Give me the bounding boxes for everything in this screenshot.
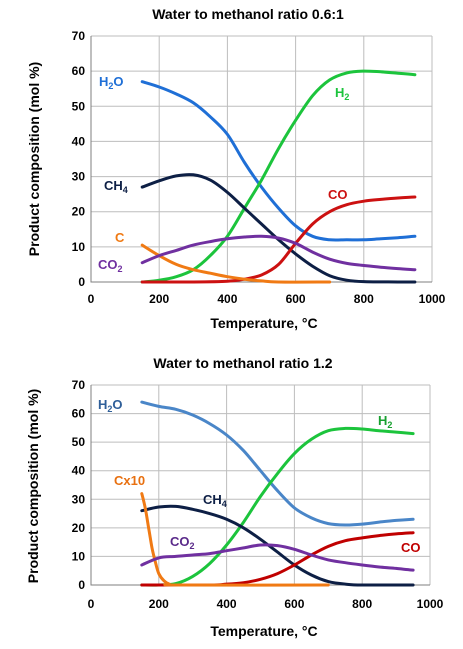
chart-1-xlabel: Temperature, °C bbox=[210, 315, 317, 331]
y-tick-label: 20 bbox=[72, 521, 86, 535]
y-tick-label: 50 bbox=[72, 99, 86, 113]
y-tick-label: 40 bbox=[72, 464, 86, 478]
y-tick-label: 60 bbox=[72, 64, 86, 78]
series-line-co bbox=[140, 195, 417, 284]
y-tick-label: 0 bbox=[78, 275, 85, 289]
chart-2-label-ch4: CH4 bbox=[203, 492, 227, 509]
y-tick-label: 60 bbox=[72, 407, 86, 421]
y-tick-label: 40 bbox=[72, 134, 86, 148]
series-line-co2 bbox=[140, 543, 415, 572]
chart-1-title: Water to methanol ratio 0.6:1 bbox=[152, 6, 344, 22]
chart-1-label-co2: CO2 bbox=[98, 257, 123, 274]
x-tick-label: 800 bbox=[354, 292, 374, 306]
x-tick-label: 600 bbox=[284, 597, 304, 611]
chart-2-series-labels: H2O H2 CH4 CO Cx10 CO2 bbox=[98, 397, 421, 555]
series-line-h2o bbox=[140, 80, 417, 242]
chart-2-ylabel: Product composition (mol %) bbox=[25, 389, 41, 583]
chart-2-label-co2: CO2 bbox=[170, 534, 195, 551]
chart-2-title: Water to methanol ratio 1.2 bbox=[153, 355, 332, 371]
y-tick-label: 10 bbox=[72, 549, 86, 563]
chart-1-ylabel: Product composition (mol %) bbox=[26, 62, 42, 256]
chart-2-xlabel: Temperature, °C bbox=[210, 623, 317, 639]
x-tick-label: 400 bbox=[217, 292, 237, 306]
x-tick-label: 1000 bbox=[419, 292, 446, 306]
x-tick-label: 200 bbox=[149, 292, 169, 306]
series-line-h2 bbox=[140, 426, 415, 587]
chart-2-tick-labels: 0 10 20 30 40 50 60 70 0 200 400 600 800 1000 bbox=[72, 378, 444, 611]
chart-1-label-c: C bbox=[115, 230, 125, 245]
y-tick-label: 0 bbox=[78, 578, 85, 592]
y-tick-label: 30 bbox=[72, 170, 86, 184]
series-line-h2 bbox=[140, 69, 417, 284]
series-line-c bbox=[140, 243, 332, 284]
chart-1-label-ch4: CH4 bbox=[104, 178, 128, 195]
x-tick-label: 800 bbox=[352, 597, 372, 611]
chart-1-tick-labels: 0 10 20 30 40 50 60 70 0 200 400 600 800 1000 bbox=[72, 29, 446, 306]
series-line-cx10 bbox=[140, 492, 330, 587]
chart-2-label-h2o: H2O bbox=[98, 397, 123, 414]
chart-1-label-h2: H2 bbox=[335, 85, 349, 102]
series-line-ch4 bbox=[140, 504, 415, 587]
x-tick-label: 400 bbox=[217, 597, 237, 611]
x-tick-label: 1000 bbox=[417, 597, 444, 611]
chart-2-label-co: CO bbox=[401, 540, 421, 555]
y-tick-label: 50 bbox=[72, 435, 86, 449]
series-line-co2 bbox=[140, 234, 417, 272]
x-tick-label: 600 bbox=[286, 292, 306, 306]
chart-2: Water to methanol ratio 1.2 Product comp… bbox=[25, 355, 444, 639]
x-tick-label: 0 bbox=[88, 597, 95, 611]
series-line-h2o bbox=[140, 400, 415, 527]
y-tick-label: 70 bbox=[72, 29, 86, 43]
chart-2-series bbox=[140, 400, 415, 587]
chart-1-series bbox=[140, 69, 417, 284]
x-tick-label: 200 bbox=[149, 597, 169, 611]
chart-2-label-h2: H2 bbox=[378, 413, 392, 430]
y-tick-label: 70 bbox=[72, 378, 86, 392]
chart-1: Water to methanol ratio 0.6:1 Product co… bbox=[26, 6, 446, 331]
chart-1-label-h2o: H2O bbox=[99, 74, 124, 91]
chart-1-series-labels: H2O H2 CH4 CO C CO2 bbox=[98, 74, 349, 274]
series-line-ch4 bbox=[140, 173, 417, 284]
chart-2-label-cx10: Cx10 bbox=[114, 473, 145, 488]
y-tick-label: 10 bbox=[72, 240, 86, 254]
chart-1-label-co: CO bbox=[328, 187, 348, 202]
y-tick-label: 20 bbox=[72, 205, 86, 219]
x-tick-label: 0 bbox=[88, 292, 95, 306]
y-tick-label: 30 bbox=[72, 492, 86, 506]
